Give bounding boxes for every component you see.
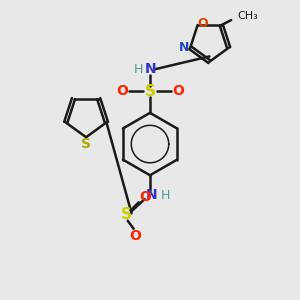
Text: O: O: [198, 17, 208, 30]
Text: O: O: [116, 84, 128, 98]
Text: CH₃: CH₃: [237, 11, 258, 21]
Text: O: O: [129, 229, 141, 243]
Text: O: O: [139, 190, 151, 204]
Text: O: O: [172, 84, 184, 98]
Text: S: S: [81, 137, 91, 151]
Text: N: N: [145, 62, 156, 76]
Text: H: H: [161, 189, 170, 202]
Text: S: S: [121, 207, 132, 222]
Text: H: H: [134, 63, 143, 76]
Text: S: S: [145, 84, 155, 99]
Text: N: N: [146, 188, 157, 203]
Text: N: N: [179, 41, 190, 54]
